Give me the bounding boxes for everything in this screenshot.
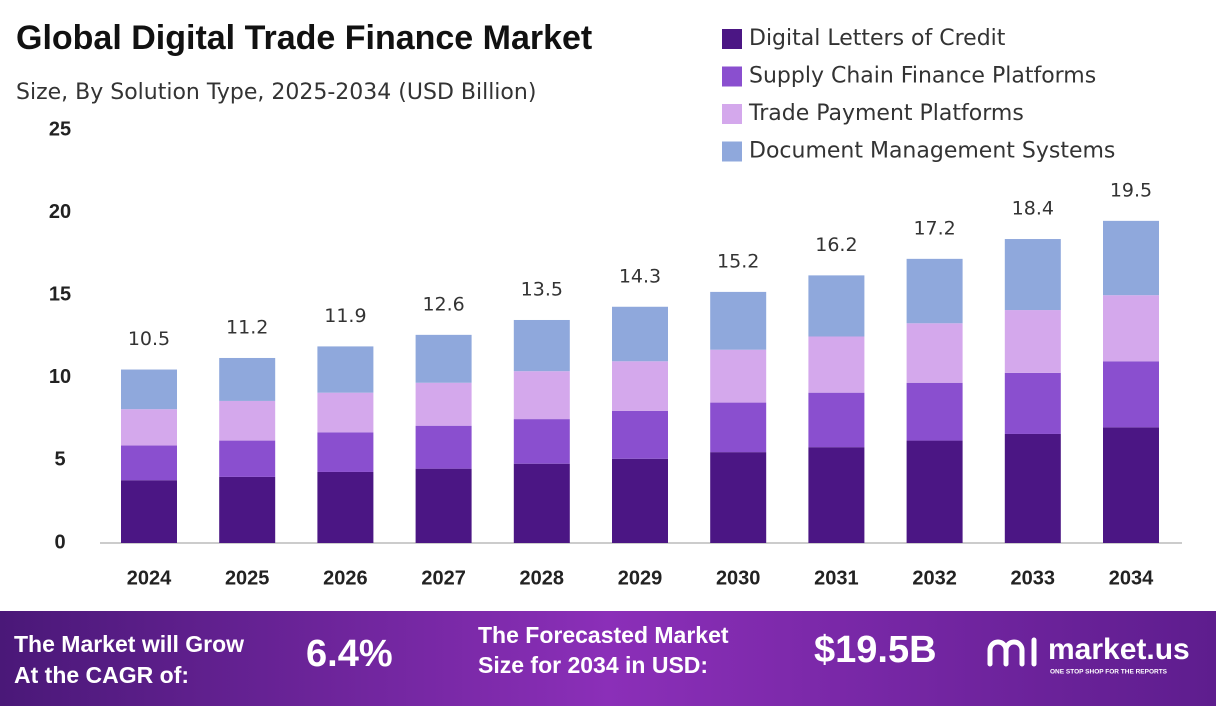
bar-segment bbox=[710, 452, 767, 543]
bar-segment bbox=[808, 447, 865, 543]
x-tick-label: 2029 bbox=[618, 567, 663, 589]
legend-label: Digital Letters of Credit bbox=[749, 26, 1006, 51]
total-label: 10.5 bbox=[128, 328, 170, 350]
legend-swatch bbox=[722, 66, 742, 87]
y-tick-label: 20 bbox=[49, 201, 71, 223]
bar-segment bbox=[513, 319, 570, 372]
bar-segment bbox=[121, 445, 177, 481]
total-label: 15.2 bbox=[717, 250, 759, 272]
bar-segment bbox=[219, 476, 276, 543]
total-label: 19.5 bbox=[1110, 179, 1152, 201]
bar-segment bbox=[906, 382, 963, 441]
bar-segment bbox=[710, 349, 767, 403]
y-tick-label: 5 bbox=[54, 449, 65, 471]
cagr-label: At the CAGR of: bbox=[14, 662, 189, 688]
x-tick-label: 2034 bbox=[1109, 567, 1154, 589]
cagr-label: The Market will Grow bbox=[14, 631, 244, 657]
bar-segment bbox=[612, 458, 668, 543]
bar-segment bbox=[710, 402, 767, 453]
legend-swatch bbox=[722, 141, 742, 162]
y-tick-label: 15 bbox=[49, 283, 71, 305]
bar-segment bbox=[415, 334, 472, 383]
x-tick-label: 2026 bbox=[323, 567, 368, 589]
logo-icon bbox=[987, 637, 1037, 667]
bar-segment bbox=[317, 346, 374, 393]
bar-segment bbox=[1004, 372, 1061, 434]
bar-segment bbox=[612, 361, 668, 411]
x-tick-label: 2027 bbox=[421, 567, 466, 589]
x-tick-label: 2031 bbox=[814, 567, 859, 589]
x-tick-label: 2024 bbox=[127, 567, 172, 589]
x-tick-label: 2032 bbox=[912, 567, 957, 589]
bar-segment bbox=[415, 382, 472, 426]
bar-segment bbox=[1004, 310, 1061, 373]
total-label: 13.5 bbox=[521, 278, 563, 300]
bar-segment bbox=[121, 480, 177, 543]
y-tick-label: 25 bbox=[49, 118, 71, 140]
total-label: 14.3 bbox=[619, 265, 661, 287]
bar-segment bbox=[1103, 295, 1159, 362]
total-label: 11.2 bbox=[226, 316, 268, 338]
total-label: 17.2 bbox=[913, 217, 955, 239]
bar-segment bbox=[219, 357, 276, 401]
bar-segment bbox=[710, 291, 767, 350]
cagr-value: 6.4% bbox=[306, 633, 393, 675]
x-tick-label: 2030 bbox=[716, 567, 761, 589]
x-tick-label: 2028 bbox=[520, 567, 565, 589]
brand: market.us bbox=[1048, 633, 1190, 666]
legend-label: Supply Chain Finance Platforms bbox=[749, 64, 1096, 89]
legend-swatch bbox=[722, 29, 742, 49]
x-tick-label: 2025 bbox=[225, 567, 270, 589]
bar-segment bbox=[219, 400, 276, 441]
bar-segment bbox=[219, 440, 276, 477]
legend-label: Trade Payment Platforms bbox=[748, 101, 1024, 126]
tagline: ONE STOP SHOP FOR THE REPORTS bbox=[1050, 669, 1168, 676]
bar-segment bbox=[612, 306, 668, 362]
total-label: 11.9 bbox=[324, 305, 366, 327]
bar-segment bbox=[906, 440, 963, 543]
bar-segment bbox=[317, 432, 374, 472]
bar-segment bbox=[1004, 433, 1061, 543]
bar-segment bbox=[1103, 361, 1159, 428]
bar-segment bbox=[513, 463, 570, 543]
bar-segment bbox=[121, 409, 177, 446]
bar-segment bbox=[808, 392, 865, 448]
footer-band bbox=[0, 611, 1216, 706]
total-label: 16.2 bbox=[815, 234, 857, 256]
legend-label: Document Management Systems bbox=[749, 139, 1115, 164]
bar-segment bbox=[1103, 427, 1159, 543]
forecast-value: $19.5B bbox=[814, 629, 937, 671]
y-tick-label: 10 bbox=[49, 366, 71, 388]
forecast-label: Size for 2034 in USD: bbox=[478, 652, 708, 678]
chart-title: Global Digital Trade Finance Market bbox=[16, 19, 592, 57]
bar-segment bbox=[1103, 220, 1159, 296]
x-tick-label: 2033 bbox=[1011, 567, 1056, 589]
y-tick-label: 0 bbox=[54, 531, 65, 553]
total-label: 12.6 bbox=[422, 293, 464, 315]
bar-segment bbox=[612, 410, 668, 459]
bar-segment bbox=[121, 369, 177, 410]
bar-segment bbox=[906, 323, 963, 383]
bar-segment bbox=[317, 392, 374, 433]
chart-subtitle: Size, By Solution Type, 2025-2034 (USD B… bbox=[16, 80, 536, 105]
bar-segment bbox=[513, 371, 570, 420]
bar-segment bbox=[415, 425, 472, 469]
bar-segment bbox=[808, 336, 865, 393]
bar-segment bbox=[415, 468, 472, 543]
bar-segment bbox=[906, 258, 963, 324]
bar-segment bbox=[808, 275, 865, 337]
legend-swatch bbox=[722, 104, 742, 124]
total-label: 18.4 bbox=[1012, 198, 1054, 220]
forecast-label: The Forecasted Market bbox=[478, 622, 729, 648]
bar-segment bbox=[513, 419, 570, 464]
bar-segment bbox=[1004, 239, 1061, 311]
bar-segment bbox=[317, 471, 374, 543]
